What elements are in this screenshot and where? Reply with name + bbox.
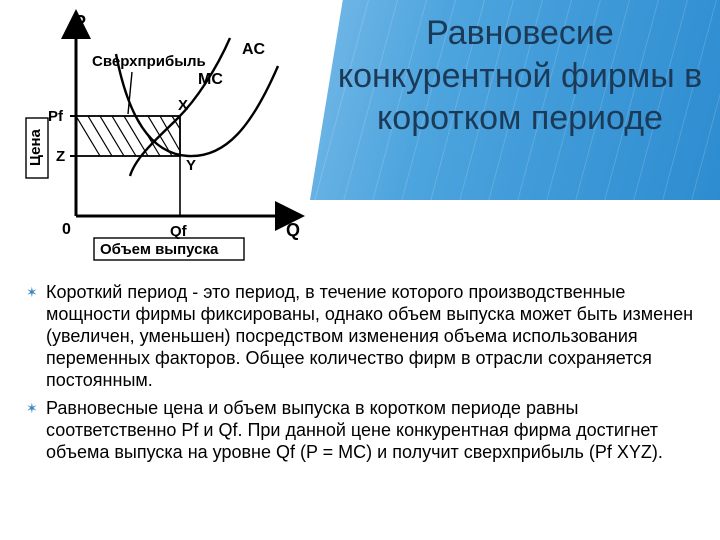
svg-text:Pf: Pf (48, 108, 64, 125)
svg-text:Q: Q (286, 220, 300, 240)
bullet-item: Короткий период - это период, в течение … (26, 282, 698, 392)
equilibrium-chart: PQ0PfZXYQfACMCСверхприбыльЦенаОбъем выпу… (20, 6, 310, 266)
svg-text:P: P (74, 12, 86, 32)
svg-text:AC: AC (242, 41, 266, 58)
bullet-item: Равновесные цена и объем выпуска в корот… (26, 398, 698, 464)
svg-text:Z: Z (56, 148, 65, 165)
svg-text:Цена: Цена (27, 128, 44, 166)
body-text: Короткий период - это период, в течение … (26, 282, 698, 470)
slide-title: Равновесие конкурентной фирмы в коротком… (330, 12, 710, 140)
svg-text:0: 0 (62, 221, 71, 238)
svg-text:X: X (178, 97, 188, 114)
svg-text:Сверхприбыль: Сверхприбыль (92, 53, 206, 70)
svg-text:MC: MC (198, 71, 223, 88)
svg-text:Y: Y (186, 157, 196, 174)
svg-text:Объем выпуска: Объем выпуска (100, 241, 219, 258)
